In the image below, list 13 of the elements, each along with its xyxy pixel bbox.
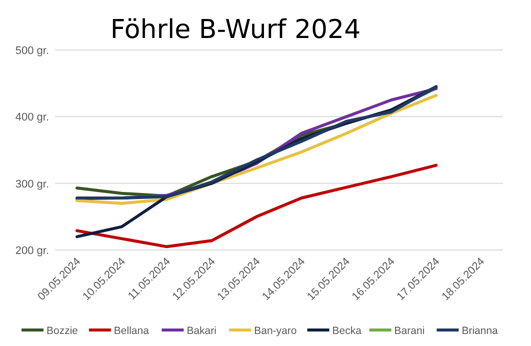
legend-label: Bellana bbox=[114, 325, 150, 337]
legend-label: Becka bbox=[332, 325, 362, 337]
chart-title: Föhrle B-Wurf 2024 bbox=[110, 15, 361, 45]
y-tick-label: 400 gr. bbox=[15, 112, 49, 124]
legend-label: Bakari bbox=[186, 325, 216, 337]
y-tick-label: 200 gr. bbox=[15, 245, 49, 257]
legend-label: Bozzie bbox=[46, 325, 78, 337]
line-series bbox=[76, 164, 438, 248]
legend-label: Barani bbox=[394, 325, 425, 337]
y-tick-label: 300 gr. bbox=[15, 178, 49, 190]
legend-label: Ban-yaro bbox=[254, 325, 297, 337]
y-tick-label: 500 gr. bbox=[15, 45, 49, 57]
legend-label: Brianna bbox=[462, 325, 498, 337]
